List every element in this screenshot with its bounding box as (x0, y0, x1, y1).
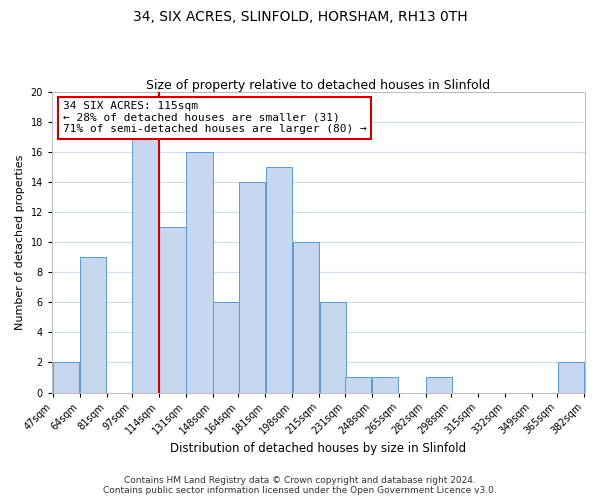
Title: Size of property relative to detached houses in Slinfold: Size of property relative to detached ho… (146, 79, 491, 92)
Bar (345, 378, 371, 392)
Text: Contains HM Land Registry data © Crown copyright and database right 2024.
Contai: Contains HM Land Registry data © Crown c… (103, 476, 497, 495)
Bar (426, 378, 452, 392)
Text: 34 SIX ACRES: 115sqm
← 28% of detached houses are smaller (31)
71% of semi-detac: 34 SIX ACRES: 115sqm ← 28% of detached h… (62, 101, 367, 134)
Bar (266, 167, 292, 392)
Bar (372, 378, 398, 392)
Bar (214, 302, 239, 392)
Bar (80, 258, 106, 392)
Bar (53, 362, 79, 392)
Y-axis label: Number of detached properties: Number of detached properties (15, 154, 25, 330)
X-axis label: Distribution of detached houses by size in Slinfold: Distribution of detached houses by size … (170, 442, 467, 455)
Bar (293, 242, 319, 392)
Bar (133, 137, 158, 392)
Bar (239, 182, 265, 392)
Bar (320, 302, 346, 392)
Text: 34, SIX ACRES, SLINFOLD, HORSHAM, RH13 0TH: 34, SIX ACRES, SLINFOLD, HORSHAM, RH13 0… (133, 10, 467, 24)
Bar (557, 362, 584, 392)
Bar (160, 227, 185, 392)
Bar (187, 152, 212, 392)
